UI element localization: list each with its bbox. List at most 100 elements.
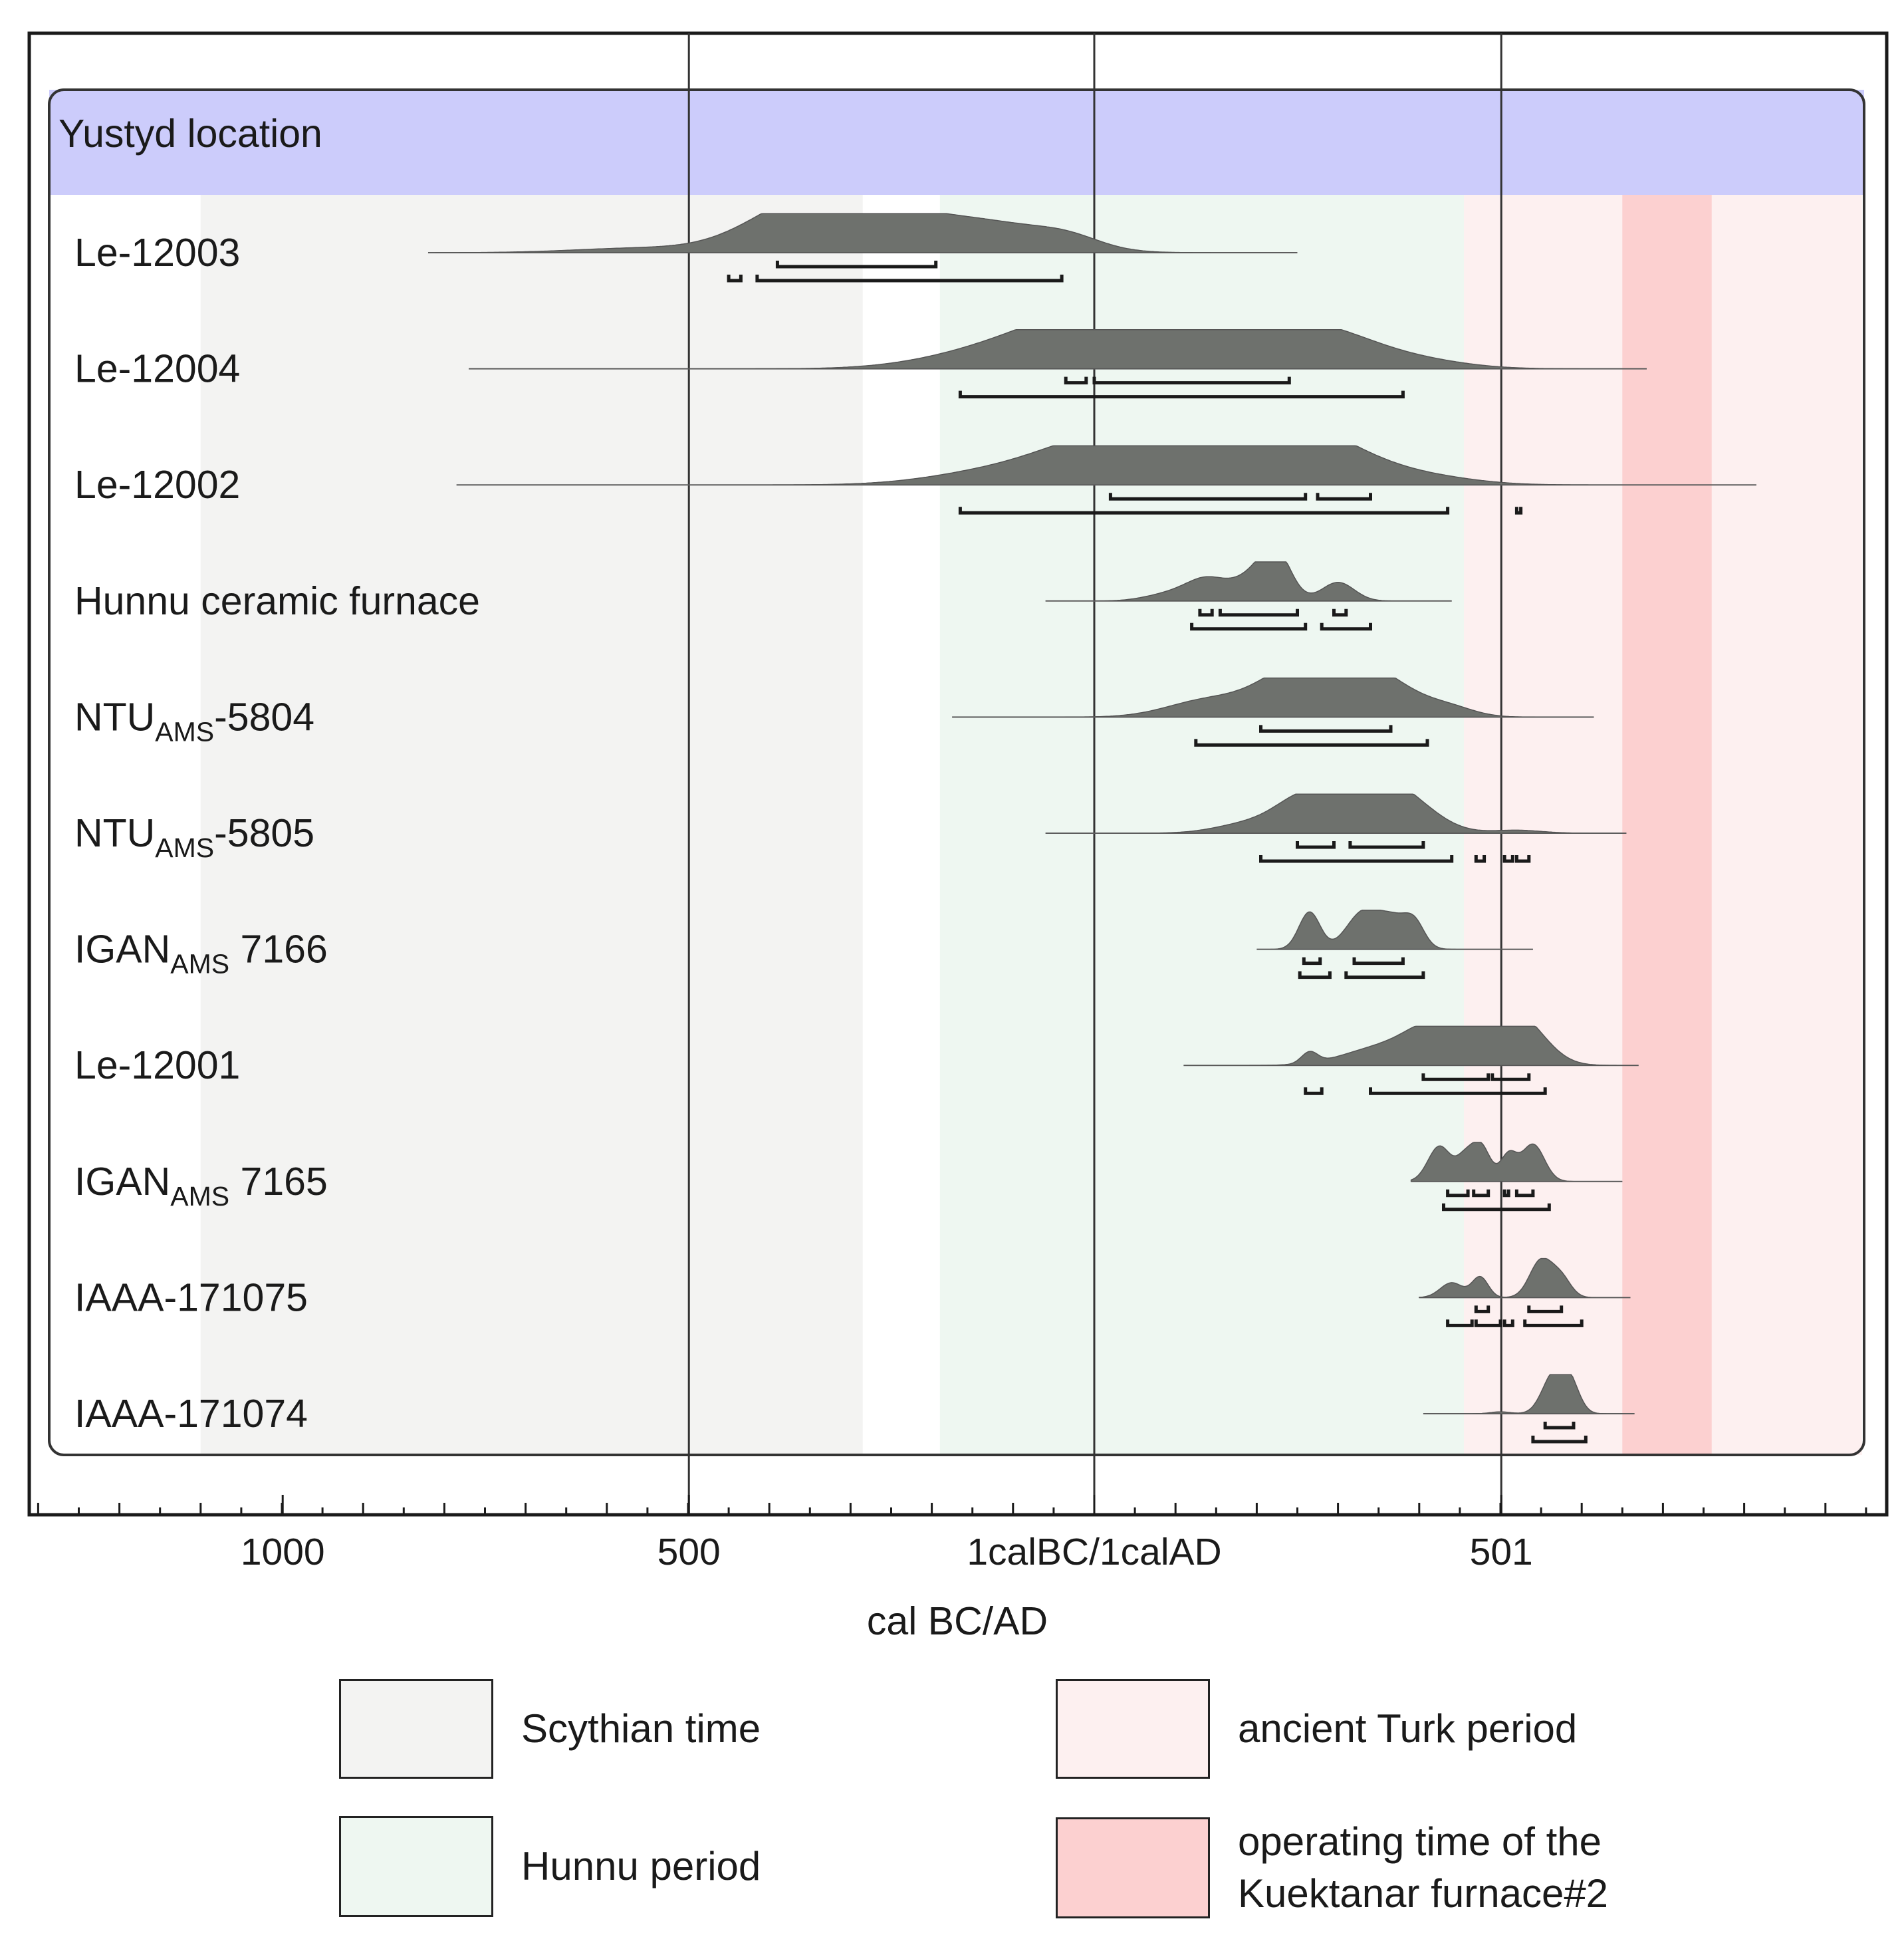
sample-label-suffix: 7166 bbox=[229, 928, 328, 971]
sigma1-range bbox=[1348, 841, 1425, 849]
sigma2-range bbox=[958, 390, 1405, 399]
sigma2-range bbox=[1474, 855, 1487, 863]
sample-label-main: IGAN bbox=[74, 928, 170, 971]
tick-label-1: 500 bbox=[657, 1531, 721, 1573]
tick-label-0: 1000 bbox=[241, 1531, 325, 1573]
sigma2-range bbox=[1523, 1319, 1584, 1327]
sigma1-range bbox=[1474, 1305, 1490, 1313]
distribution-curve bbox=[1419, 1257, 1631, 1299]
sigma2-range bbox=[1194, 739, 1429, 747]
group-frame bbox=[48, 88, 1865, 1456]
sigma1-range bbox=[775, 261, 938, 269]
sigma1-range bbox=[1296, 841, 1336, 849]
sample-row-7: Le-12001 bbox=[74, 1025, 1639, 1095]
distribution-curve bbox=[1423, 1374, 1635, 1414]
sample-label-suffix: -5804 bbox=[214, 695, 314, 739]
sigma1-range bbox=[1472, 1189, 1490, 1198]
sigma2-range bbox=[1190, 622, 1308, 631]
sigma1-range bbox=[1064, 376, 1088, 385]
sample-label-main: IGAN bbox=[74, 1160, 170, 1204]
sigma1-range bbox=[1218, 608, 1299, 617]
tick-label-2: 1calBC/1calAD bbox=[967, 1531, 1221, 1573]
sample-label-0: Le-12003 bbox=[74, 231, 240, 275]
distribution-curve bbox=[1183, 1025, 1639, 1066]
sample-row-5: NTUAMS-5805 bbox=[74, 793, 1627, 863]
sigma1-range bbox=[1108, 493, 1308, 501]
sigma1-range bbox=[1092, 376, 1291, 385]
sigma2-range bbox=[1344, 971, 1425, 979]
group-header bbox=[49, 90, 1864, 195]
tick-label-3: 501 bbox=[1470, 1531, 1533, 1573]
sample-label-sub: AMS bbox=[170, 1181, 229, 1212]
sample-label-6: IGANAMS 7166 bbox=[74, 928, 328, 979]
sample-label-main: NTU bbox=[74, 811, 155, 855]
sigma2-range bbox=[1514, 855, 1531, 863]
sample-rows: Le-12003 Le-12004 Le-12002 Hunnu ceramic fu… bbox=[74, 213, 1756, 1444]
sigma1-range bbox=[1514, 1189, 1535, 1198]
x-axis: 1000 500 1calBC/1calAD 501 bbox=[37, 1495, 1867, 1573]
sigma1-range bbox=[1543, 1422, 1576, 1430]
distribution-curve bbox=[1256, 910, 1533, 950]
sample-label-5: NTUAMS-5805 bbox=[74, 811, 314, 863]
sigma2-range bbox=[1259, 855, 1454, 863]
sample-label-3: Hunnu ceramic furnace bbox=[74, 579, 480, 623]
distribution-curve bbox=[469, 329, 1647, 370]
sigma2-range bbox=[1446, 1319, 1474, 1327]
sample-label-main: Le-12001 bbox=[74, 1043, 240, 1087]
sample-row-9: IAAA-171075 bbox=[74, 1257, 1631, 1327]
sample-label-sub: AMS bbox=[155, 716, 214, 747]
x-axis-title: cal BC/AD bbox=[867, 1599, 1048, 1643]
sample-label-9: IAAA-171075 bbox=[74, 1275, 308, 1319]
sample-label-8: IGANAMS 7165 bbox=[74, 1160, 328, 1212]
sample-label-main: Hunnu ceramic furnace bbox=[74, 579, 480, 623]
sigma1-range bbox=[1490, 1073, 1531, 1081]
sample-label-main: IAAA-171075 bbox=[74, 1275, 308, 1319]
distribution-curve bbox=[1045, 793, 1627, 834]
sigma2-range bbox=[1502, 1319, 1514, 1327]
sample-label-main: Le-12004 bbox=[74, 347, 240, 391]
sigma1-range bbox=[1332, 608, 1348, 617]
sigma1-range bbox=[1316, 493, 1372, 501]
sample-row-1: Le-12004 bbox=[74, 329, 1647, 399]
period-band-3 bbox=[1622, 195, 1712, 1455]
sample-row-0: Le-12003 bbox=[74, 213, 1298, 283]
sigma2-range bbox=[1320, 622, 1372, 631]
sample-label-main: NTU bbox=[74, 695, 155, 739]
sample-label-main: Le-12003 bbox=[74, 231, 240, 275]
sample-label-10: IAAA-171074 bbox=[74, 1392, 308, 1436]
sigma2-range bbox=[1502, 855, 1514, 863]
sigma2-range bbox=[1531, 1436, 1588, 1444]
sigma1-range bbox=[1259, 725, 1393, 733]
sample-row-10: IAAA-171074 bbox=[74, 1374, 1635, 1444]
sigma2-range bbox=[958, 507, 1450, 515]
sample-label-sub: AMS bbox=[170, 949, 229, 979]
sample-row-6: IGANAMS 7166 bbox=[74, 910, 1533, 979]
sigma1-range bbox=[1198, 608, 1214, 617]
sample-row-2: Le-12002 bbox=[74, 445, 1756, 515]
sample-label-7: Le-12001 bbox=[74, 1043, 240, 1087]
sample-label-suffix: -5805 bbox=[214, 811, 314, 855]
sample-label-main: Le-12002 bbox=[74, 463, 240, 507]
period-bands bbox=[200, 195, 1862, 1455]
sigma1-range bbox=[1527, 1305, 1564, 1313]
distribution-curve bbox=[952, 677, 1594, 718]
period-band-0 bbox=[200, 195, 863, 1455]
sigma2-range bbox=[1298, 971, 1332, 979]
sample-row-8: IGANAMS 7165 bbox=[74, 1142, 1623, 1212]
sigma1-range bbox=[1352, 957, 1405, 966]
sample-label-suffix: 7165 bbox=[229, 1160, 328, 1204]
sigma1-range bbox=[1302, 957, 1322, 966]
sample-label-sub: AMS bbox=[155, 833, 214, 863]
sample-label-2: Le-12002 bbox=[74, 463, 240, 507]
sigma2-range bbox=[755, 275, 1064, 283]
sigma1-range bbox=[1446, 1189, 1470, 1198]
distribution-curve bbox=[428, 213, 1298, 253]
sigma1-range bbox=[1502, 1189, 1510, 1198]
sample-label-4: NTUAMS-5804 bbox=[74, 695, 314, 747]
sample-label-1: Le-12004 bbox=[74, 347, 240, 391]
sigma1-range bbox=[1421, 1073, 1490, 1081]
distribution-curve bbox=[1045, 561, 1452, 602]
sigma2-range bbox=[1304, 1087, 1324, 1095]
sigma2-range bbox=[1369, 1087, 1547, 1095]
